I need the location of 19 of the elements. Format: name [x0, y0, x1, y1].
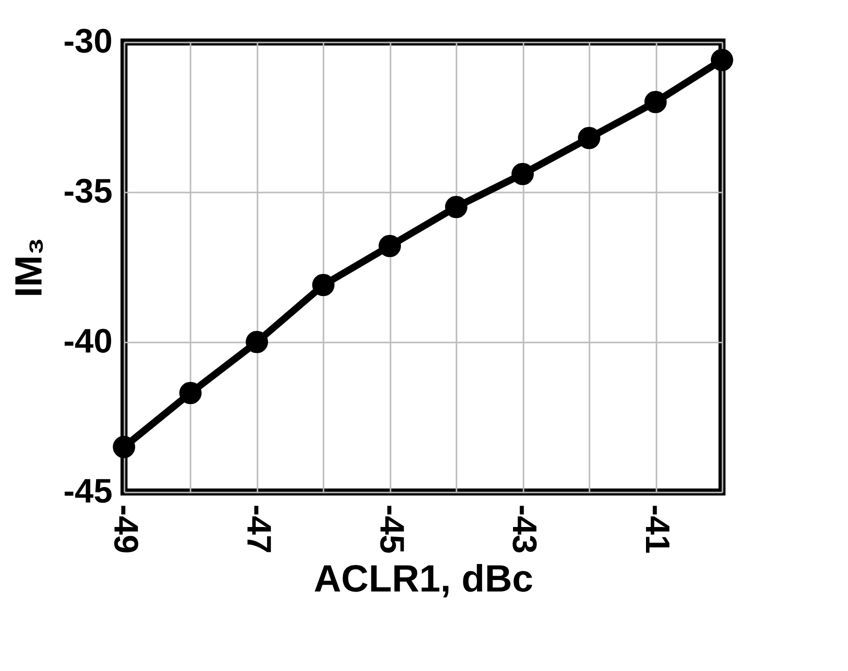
y-tick-label: -30: [63, 22, 112, 60]
point: [246, 330, 268, 354]
point: [378, 234, 401, 258]
x-tick-label: -41: [638, 504, 676, 554]
x-tick-label: -45: [372, 504, 410, 554]
x-tick-label: -43: [505, 504, 544, 554]
x-axis-title: ACLR1, dBc: [314, 558, 534, 601]
point: [179, 382, 202, 404]
point: [578, 126, 600, 150]
x-tick-label: -47: [239, 504, 278, 554]
point: [710, 48, 734, 72]
point: [511, 162, 534, 186]
point: [445, 196, 468, 218]
y-axis-title: IM₃: [8, 238, 50, 298]
point: [644, 90, 667, 114]
point: [312, 274, 335, 296]
y-tick-label: -35: [63, 172, 112, 210]
point: [112, 436, 136, 458]
y-tick-label: -40: [63, 322, 112, 360]
